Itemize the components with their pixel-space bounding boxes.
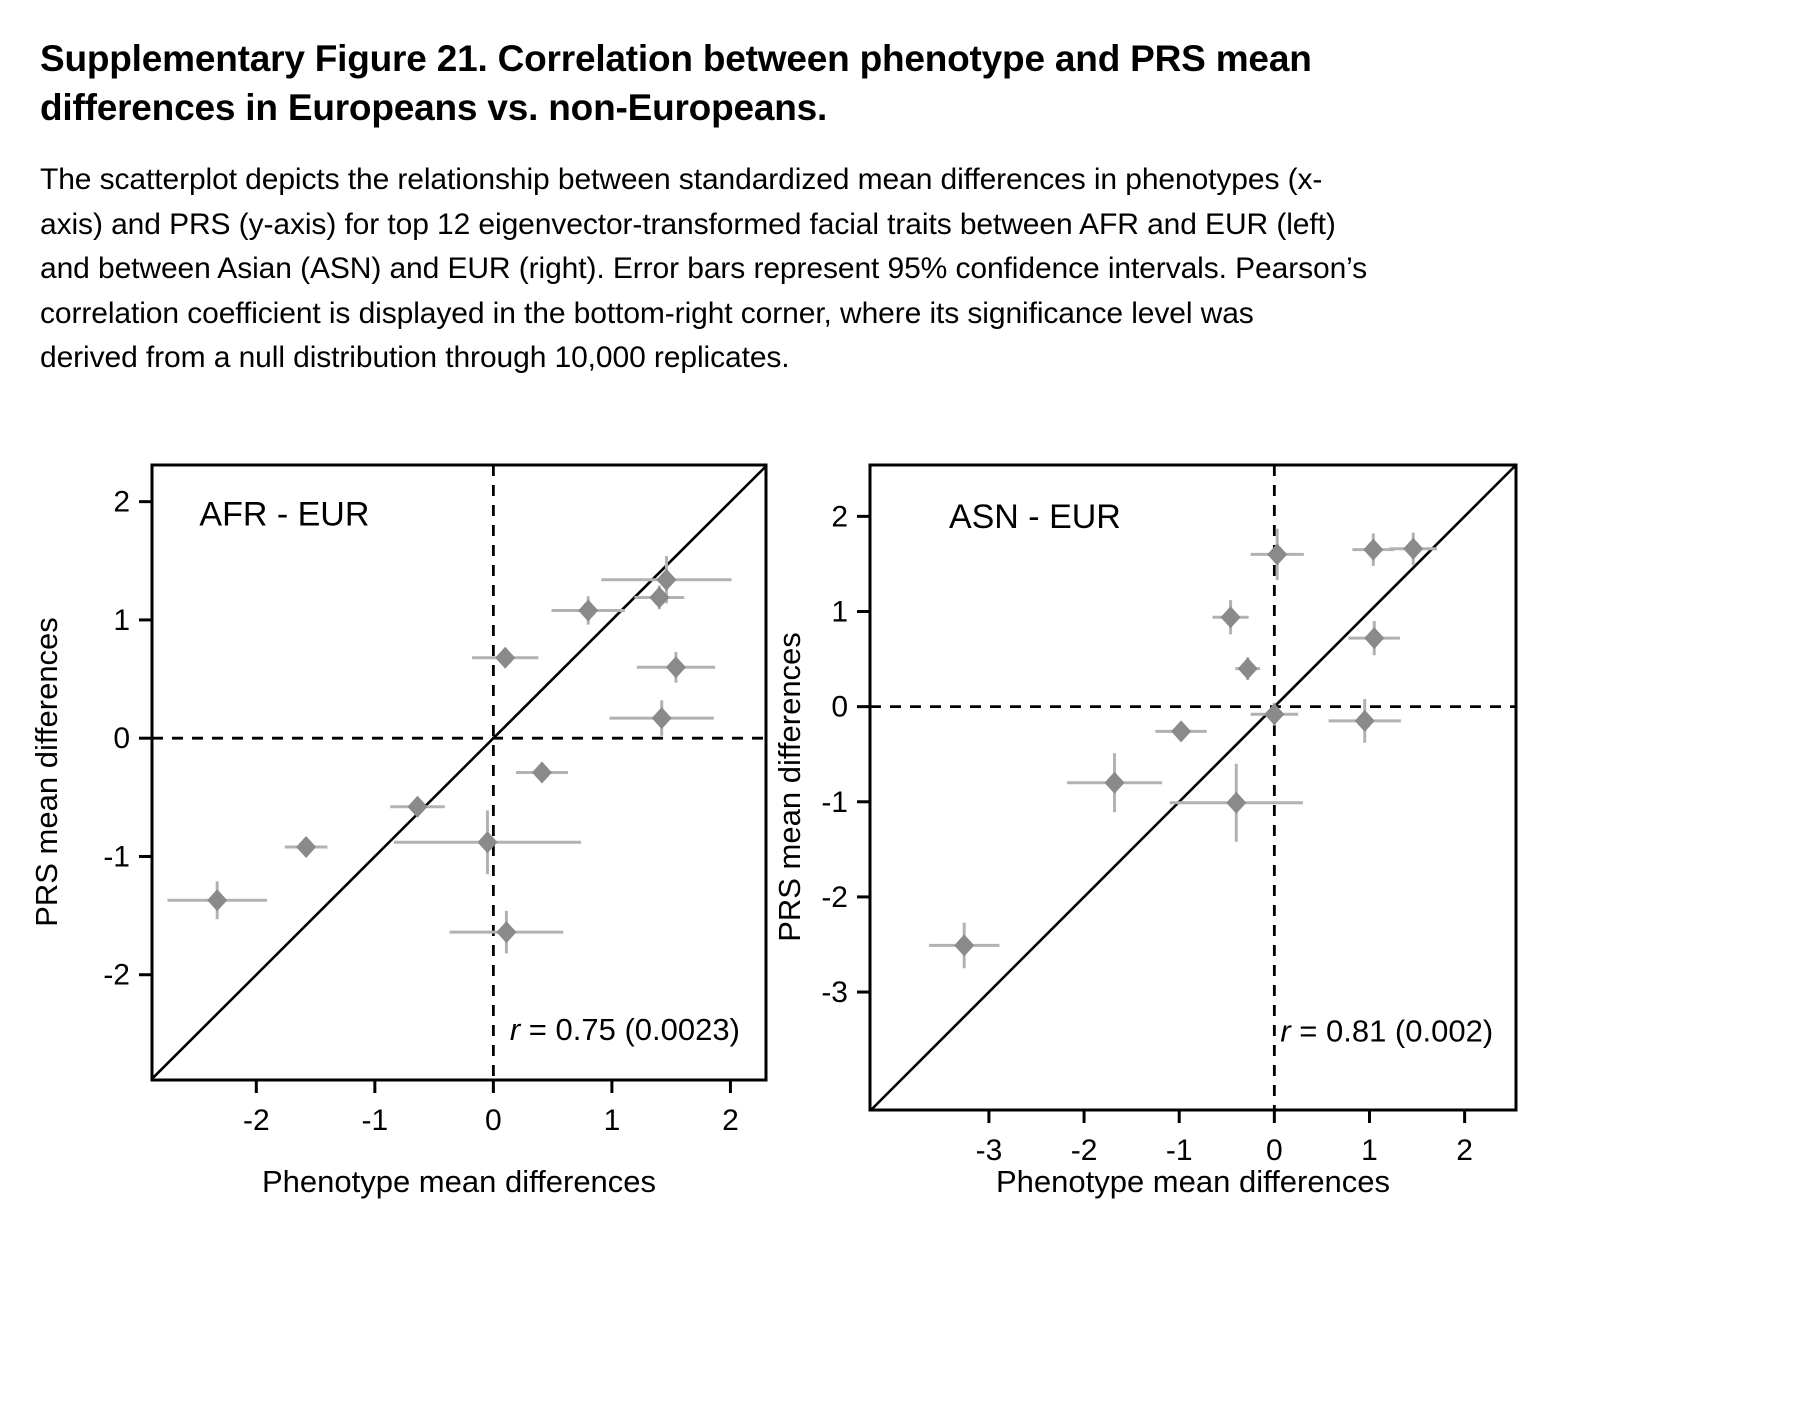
scatter-panel-afr-eur: -2 -1 0 1 2 2 1 0 -1 -2 AFR - EUR r = 0.75 (0.0023)… [29,463,768,1199]
panel-title: ASN - EUR [949,498,1121,536]
data-point-diamond [1220,606,1241,629]
data-point-diamond [207,889,228,912]
x-tick-label: 0 [485,1104,502,1137]
y-axis-title: PRS mean differences [29,617,64,927]
data-point-diamond [495,646,516,669]
caption-line: axis) and PRS (y-axis) for top 12 eigenv… [40,207,1336,241]
figure-caption: The scatterplot depicts the relationship… [40,158,1367,381]
data-point-diamond [531,761,552,784]
x-tick-label: -3 [976,1134,1003,1167]
identity-line [870,464,1517,1111]
y-tick-label: -1 [821,786,848,819]
data-point-diamond [1354,709,1375,732]
y-tick-label: -1 [103,840,130,873]
y-tick-label: 1 [113,604,130,637]
data-point-diamond [1403,537,1424,560]
y-axis-title: PRS mean differences [772,632,807,942]
figure-title: Supplementary Figure 21. Correlation bet… [40,34,1312,132]
data-point-diamond [496,921,517,944]
data-point-diamond [1364,627,1385,650]
y-tick-label: 2 [831,500,848,533]
caption-line: The scatterplot depicts the relationship… [40,163,1323,196]
y-tick-label: 2 [113,486,130,519]
data-point-diamond [407,795,428,818]
data-point-diamond [1226,791,1247,814]
data-point-diamond [1264,703,1285,726]
data-point-diamond [296,836,317,859]
x-axis-title: Phenotype mean differences [996,1164,1390,1199]
x-tick-label: -1 [361,1104,388,1137]
figure-title-line: Supplementary Figure 21. Correlation bet… [40,38,1312,79]
data-point-diamond [1171,720,1192,743]
data-point-diamond [1237,657,1258,680]
x-axis-title: Phenotype mean differences [262,1164,656,1199]
caption-line: and between Asian (ASN) and EUR (right).… [40,252,1368,285]
y-tick-label: -3 [821,976,848,1009]
y-tick-label: 0 [831,691,848,724]
y-tick-label: -2 [103,959,130,992]
data-point-diamond [1363,538,1384,561]
data-point-diamond [656,568,677,591]
x-tick-label: 1 [1361,1134,1378,1167]
data-point-diamond [1104,771,1125,794]
data-point-diamond [649,586,670,609]
x-tick-label: -2 [243,1104,270,1137]
x-tick-label: -2 [1071,1134,1098,1167]
data-point-diamond [651,707,672,730]
y-tick-label: 0 [113,722,130,755]
data-point-diamond [578,599,599,622]
x-tick-label: 1 [604,1104,621,1137]
plot-frame [150,463,768,1082]
x-tick-label: 2 [722,1104,739,1137]
figure-title-line: differences in Europeans vs. non-Europea… [40,87,828,128]
scatter-panel-asn-eur: -3 -2 -1 0 1 2 2 1 0 -1 -2 -3 ASN - EUR r = 0.81 (0.0… [772,463,1518,1199]
data-point-diamond [1267,543,1288,566]
x-tick-label: 2 [1456,1134,1473,1167]
data-point-diamond [954,934,975,957]
y-tick-label: 1 [831,596,848,629]
data-point-diamond [665,656,686,679]
panel-title: AFR - EUR [199,495,369,533]
x-tick-label: 0 [1266,1134,1283,1167]
y-tick-label: -2 [821,881,848,914]
caption-line: correlation coefficient is displayed in … [40,296,1254,330]
caption-line: derived from a null distribution through… [40,341,790,374]
data-point-diamond [477,831,498,854]
plot-frame [868,463,1518,1112]
correlation-label: r = 0.81 (0.002) [1280,1014,1493,1049]
correlation-label: r = 0.75 (0.0023) [510,1012,740,1047]
identity-line [151,465,767,1080]
x-tick-label: -1 [1166,1134,1193,1167]
